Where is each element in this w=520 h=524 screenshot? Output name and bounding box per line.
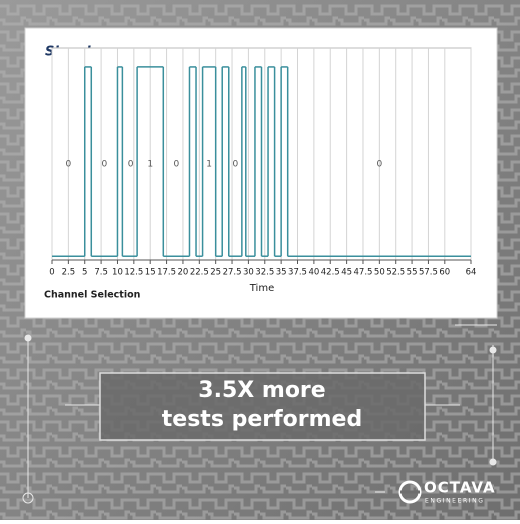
x-tick-label: 10 <box>112 268 123 278</box>
x-tick-label: 64 <box>466 268 477 278</box>
x-tick-label: 25 <box>210 268 221 278</box>
x-tick-label: 5 <box>82 268 87 278</box>
signal-annotation: 0 <box>174 160 180 170</box>
x-tick-label: 15 <box>145 268 156 278</box>
x-tick-label: 57.5 <box>419 268 438 278</box>
x-tick-label: 32.5 <box>255 268 274 278</box>
signal-annotation: 0 <box>128 160 134 170</box>
banner-line: tests performed <box>162 407 362 432</box>
x-tick-label: 2.5 <box>62 268 76 278</box>
x-tick-label: 0 <box>49 268 54 278</box>
x-tick-label: 45 <box>341 268 352 278</box>
footer-label: Channel Selection <box>44 290 141 301</box>
banner-line: 3.5X more <box>198 378 325 403</box>
x-tick-label: 37.5 <box>288 268 307 278</box>
x-tick-label: 22.5 <box>190 268 209 278</box>
x-tick-label: 17.5 <box>157 268 176 278</box>
x-tick-label: 60 <box>439 268 450 278</box>
logo-tagline: ENGINEERING <box>425 498 484 505</box>
signal-annotation: 0 <box>232 160 238 170</box>
banner-box <box>99 372 426 441</box>
logo-name: OCTAVA <box>424 479 496 497</box>
x-tick-label: 50 <box>374 268 385 278</box>
x-tick-label: 7.5 <box>94 268 108 278</box>
x-tick-label: 12.5 <box>124 268 143 278</box>
x-tick-label: 55 <box>407 268 418 278</box>
x-tick-label: 20 <box>178 268 189 278</box>
x-tick-label: 35 <box>276 268 287 278</box>
signal-annotation: 0 <box>66 160 72 170</box>
signal-annotation: 0 <box>102 160 108 170</box>
x-tick-label: 42.5 <box>321 268 340 278</box>
signal-annotation: 0 <box>376 160 382 170</box>
x-tick-label: 27.5 <box>223 268 242 278</box>
signal-annotation: 1 <box>206 160 212 170</box>
logo: OCTAVA ENGINEERING <box>398 479 496 505</box>
x-tick-label: 30 <box>243 268 254 278</box>
x-tick-label: 52.5 <box>386 268 405 278</box>
x-tick-label: 47.5 <box>354 268 373 278</box>
x-tick-label: 40 <box>308 268 319 278</box>
signal-annotation: 1 <box>147 160 153 170</box>
x-axis-label: Time <box>249 283 274 294</box>
circuit-lines <box>22 324 497 504</box>
